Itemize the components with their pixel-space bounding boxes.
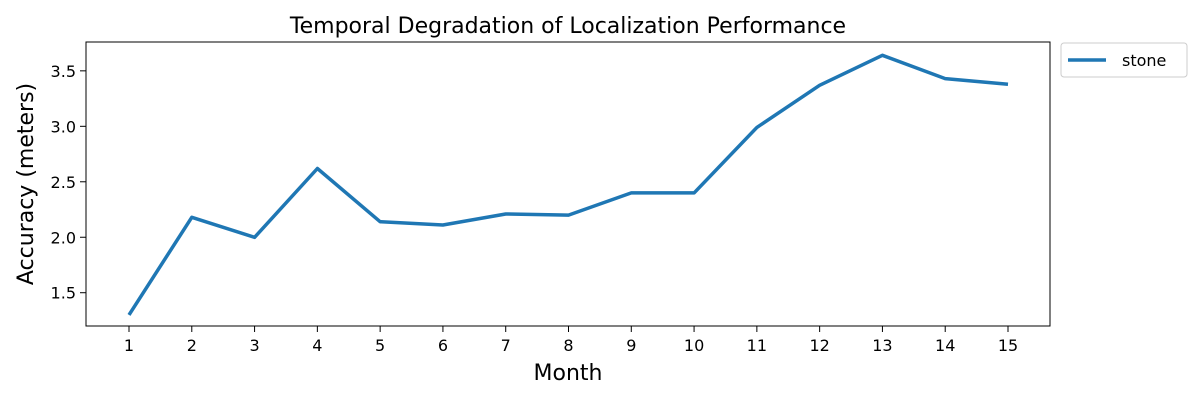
- legend-box: [1060, 42, 1188, 78]
- legend: stone: [1060, 42, 1188, 78]
- x-axis-label: Month: [534, 361, 603, 386]
- x-tick-label: 3: [249, 336, 259, 355]
- x-tick-label: 8: [563, 336, 573, 355]
- x-tick-label: 5: [375, 336, 385, 355]
- x-tick-label: 9: [626, 336, 636, 355]
- series-layer: [127, 53, 1009, 316]
- y-axis-label: Accuracy (meters): [14, 83, 39, 285]
- y-tick-label: 2.5: [51, 173, 76, 192]
- plot-area-frame: [85, 41, 1051, 327]
- x-tick-label: 11: [747, 336, 767, 355]
- x-tick-label: 14: [935, 336, 955, 355]
- x-tick-label: 13: [872, 336, 892, 355]
- x-tick-label: 12: [809, 336, 829, 355]
- legend-label-stone: stone: [1122, 51, 1166, 70]
- x-tick-label: 6: [438, 336, 448, 355]
- y-tick-label: 2.0: [51, 228, 76, 247]
- series-line-stone: [127, 53, 1009, 316]
- x-axis-ticks: 1 2 3 4 5 6 7 8 9 10 11 12 13 14 15: [124, 326, 1018, 355]
- chart-title: Temporal Degradation of Localization Per…: [289, 14, 846, 39]
- x-tick-label: 4: [312, 336, 322, 355]
- y-tick-label: 3.0: [51, 117, 76, 136]
- x-tick-label: 10: [684, 336, 704, 355]
- y-tick-label: 1.5: [51, 284, 76, 303]
- x-tick-label: 1: [124, 336, 134, 355]
- x-tick-label: 7: [501, 336, 511, 355]
- x-tick-label: 15: [998, 336, 1018, 355]
- x-tick-label: 2: [187, 336, 197, 355]
- y-axis-ticks: 1.5 2.0 2.5 3.0 3.5: [51, 62, 86, 303]
- y-tick-label: 3.5: [51, 62, 76, 81]
